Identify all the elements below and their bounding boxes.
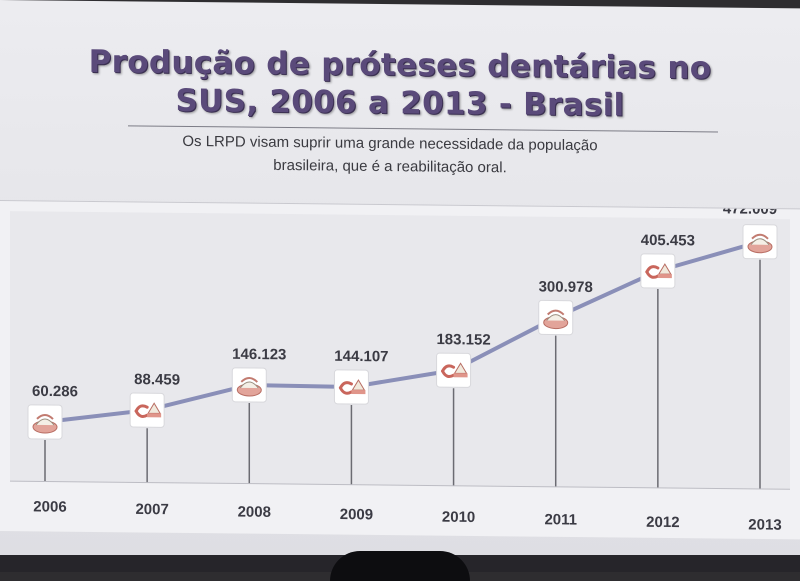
- x-tick-label-2013: 2013: [748, 516, 781, 533]
- projector-shadow: [330, 551, 470, 581]
- x-tick-label-2010: 2010: [442, 509, 475, 526]
- data-label-2012: 405.453: [641, 232, 695, 250]
- projector-edge: [0, 551, 800, 581]
- x-axis-line: [10, 480, 790, 490]
- x-tick-label-2011: 2011: [544, 511, 577, 528]
- slide: Produção de próteses dentárias no SUS, 2…: [0, 0, 800, 569]
- plot-area: [10, 211, 790, 490]
- partial-denture-icon: [129, 392, 165, 428]
- x-tick-label-2006: 2006: [33, 498, 66, 515]
- dentures-icon: [538, 299, 574, 336]
- x-tick-label-2007: 2007: [135, 501, 168, 518]
- x-tick-label-2008: 2008: [238, 503, 271, 520]
- data-label-2010: 183.152: [436, 331, 490, 349]
- data-label-2009: 144.107: [334, 348, 388, 366]
- data-label-2013: 472.009: [723, 201, 777, 218]
- chart-area: 60.286 88.459 146.123 144.107 183.152 300.978…: [0, 200, 800, 540]
- x-tick-label-2009: 2009: [340, 506, 373, 523]
- partial-denture-icon: [640, 253, 676, 289]
- data-label-2007: 88.459: [134, 371, 180, 388]
- dentures-icon: [742, 224, 778, 260]
- line-chart: 60.286 88.459 146.123 144.107 183.152 300.978…: [10, 201, 790, 534]
- x-tick-label-2012: 2012: [646, 514, 679, 531]
- slide-subtitle: Os LRPD visam suprir uma grande necessid…: [120, 129, 660, 181]
- data-label-2006: 60.286: [32, 383, 78, 400]
- partial-denture-icon: [333, 369, 369, 405]
- data-label-2011: 300.978: [539, 278, 593, 296]
- dentures-icon: [231, 367, 267, 403]
- partial-denture-icon: [436, 352, 472, 388]
- data-label-2008: 146.123: [232, 346, 286, 364]
- slide-title: Produção de próteses dentárias no SUS, 2…: [88, 43, 712, 124]
- dentures-icon: [27, 404, 63, 440]
